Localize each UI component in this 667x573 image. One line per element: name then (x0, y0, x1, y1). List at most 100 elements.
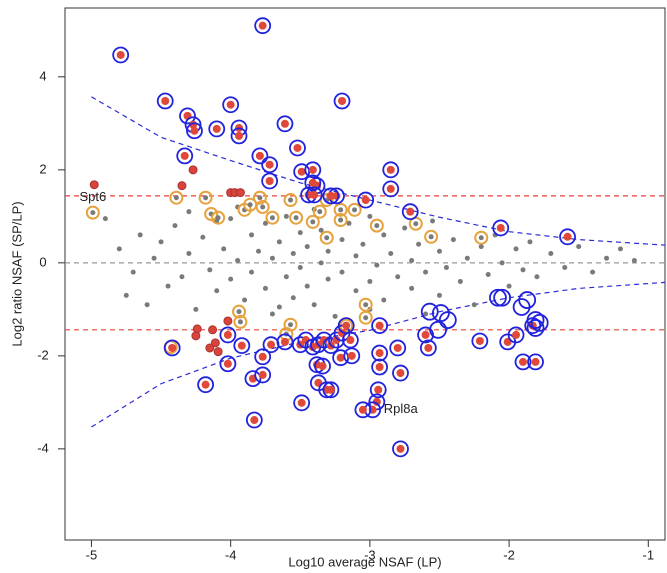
point (269, 311, 275, 317)
point-dot (151, 255, 157, 261)
point-dot (324, 235, 330, 241)
point-dot (310, 190, 319, 199)
point (304, 161, 322, 179)
point (276, 239, 282, 245)
point (489, 288, 507, 307)
point (179, 274, 185, 280)
point-dot (258, 21, 267, 30)
point (211, 210, 226, 225)
point (116, 246, 122, 252)
point (293, 163, 311, 181)
point (382, 180, 400, 198)
point-ring (489, 288, 507, 307)
point-dot (308, 165, 317, 174)
point-ring (526, 311, 545, 329)
point (507, 326, 525, 344)
point-dot (247, 202, 253, 208)
point-ring (314, 357, 331, 375)
point (191, 331, 201, 341)
point-dot (548, 251, 554, 257)
point-dot (374, 223, 380, 229)
point (318, 227, 324, 233)
point-ring (230, 127, 248, 145)
point-dot (203, 195, 209, 201)
point-ring (429, 320, 447, 339)
point (514, 353, 532, 371)
point-ring (392, 364, 409, 382)
point (276, 304, 282, 310)
x-tick-label: -1 (643, 547, 655, 562)
point-dot (290, 295, 296, 301)
point-dot (161, 97, 170, 106)
point (443, 264, 449, 270)
point (381, 297, 387, 303)
point-dot (249, 269, 255, 275)
point (249, 232, 255, 238)
point-dot (363, 302, 369, 308)
point (471, 302, 477, 308)
point (374, 262, 380, 268)
point (530, 313, 549, 332)
point-ring (304, 161, 322, 179)
point (474, 230, 489, 245)
point (130, 269, 136, 275)
point-ring (389, 339, 407, 357)
point (512, 298, 531, 316)
point-dot (499, 260, 505, 266)
point (526, 311, 545, 329)
point-dot (374, 385, 383, 394)
point (289, 139, 306, 157)
point-dot (223, 330, 232, 339)
point (245, 411, 263, 429)
point-dot (269, 215, 275, 221)
point-dot (177, 181, 187, 191)
point (319, 230, 334, 245)
point-dot (631, 258, 637, 264)
point-dot (367, 213, 373, 219)
point-dot (116, 50, 125, 59)
point (371, 317, 389, 335)
point-ring (291, 336, 309, 354)
point-dot (393, 343, 402, 352)
point-dot (443, 264, 449, 270)
point-ring (354, 401, 372, 419)
point-dot (200, 234, 206, 240)
point (419, 339, 437, 357)
point-dot (258, 370, 267, 379)
point-ring (322, 187, 340, 205)
point-dot (347, 351, 356, 360)
point (222, 96, 240, 114)
point-ring (245, 411, 263, 429)
point (304, 244, 310, 250)
point-dot (338, 207, 344, 213)
point (283, 274, 289, 280)
point (314, 357, 331, 375)
point-dot (180, 151, 189, 160)
point-ring (255, 200, 270, 215)
point (254, 366, 272, 384)
point (205, 343, 215, 353)
point-dot (207, 267, 213, 273)
point-ring (233, 337, 251, 355)
point-dot (339, 269, 345, 275)
point-dot (190, 126, 199, 135)
point (123, 292, 129, 298)
point (430, 218, 436, 224)
point-dot (297, 398, 306, 407)
point (221, 246, 227, 252)
point-dot (293, 215, 299, 221)
point-dot (269, 311, 275, 317)
point-dot (496, 223, 505, 232)
point-dot (375, 349, 384, 358)
point (492, 219, 510, 237)
point (389, 339, 407, 357)
point-dot (519, 357, 528, 366)
point-dot (249, 232, 255, 238)
point (208, 120, 226, 138)
point-dot (563, 232, 572, 241)
point-dot (534, 274, 540, 280)
point-dot (168, 343, 177, 352)
point-dot (288, 322, 294, 328)
point-dot (144, 302, 150, 308)
point (333, 202, 348, 217)
